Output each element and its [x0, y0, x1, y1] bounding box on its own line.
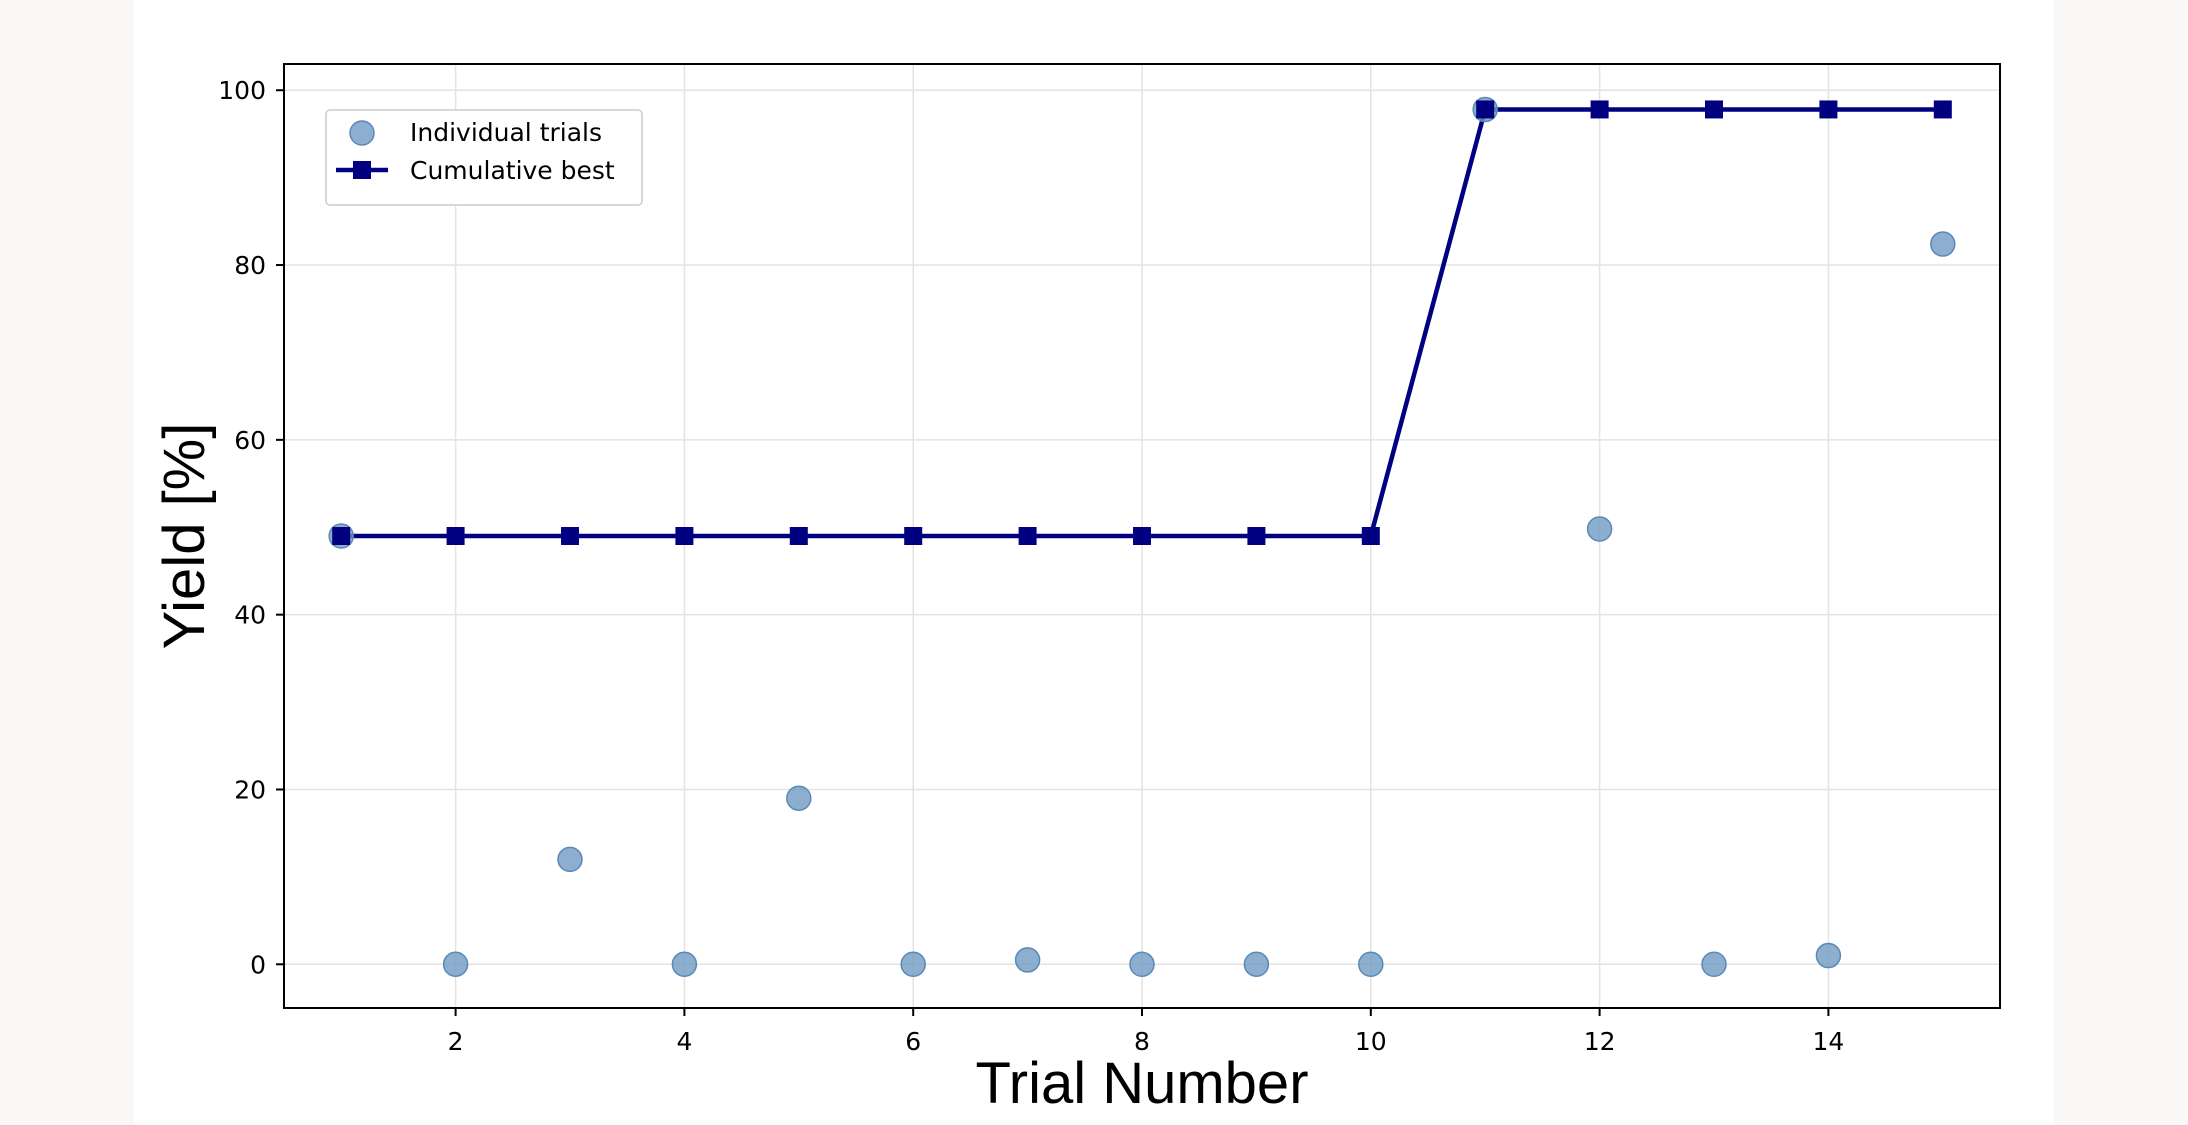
- individual-trial-point: [442, 951, 469, 978]
- cumulative-best-marker: [1361, 527, 1380, 545]
- y-tick-label: 80: [234, 251, 266, 280]
- individual-trial-point: [557, 846, 583, 873]
- individual-trial-point: [786, 785, 812, 811]
- legend-label-individual-trials: Individual trials: [410, 118, 602, 147]
- legend-box: [325, 109, 643, 206]
- legend-marker-cumulative-best: [353, 161, 371, 179]
- individual-trial-point: [1358, 951, 1384, 978]
- cumulative-best-marker: [789, 527, 808, 545]
- cumulative-best-marker: [1590, 100, 1609, 119]
- y-tick-label: 20: [234, 775, 266, 804]
- cumulative-best-marker: [1933, 100, 1952, 119]
- y-tick-label: 100: [218, 76, 266, 105]
- x-axis-label: Trial Number: [975, 1051, 1308, 1116]
- legend-marker-individual-trials: [349, 120, 375, 146]
- cumulative-best-marker: [1018, 527, 1037, 545]
- legend: Individual trials Cumulative best: [325, 109, 643, 206]
- x-tick-label: 6: [905, 1027, 921, 1056]
- x-tick-label: 4: [676, 1027, 692, 1056]
- individual-trial-point: [1586, 516, 1613, 542]
- individual-trial-point: [1129, 951, 1155, 978]
- axis-ticks: 2 4 6 8 10 12 14 0 20 40 60 80 100: [218, 76, 1844, 1056]
- individual-trial-point: [1930, 231, 1956, 257]
- cumulative-best-marker: [675, 527, 694, 545]
- cumulative-best-marker: [1705, 100, 1723, 119]
- x-tick-label: 10: [1355, 1027, 1387, 1056]
- individual-trial-point: [1701, 951, 1727, 978]
- x-tick-label: 14: [1812, 1027, 1844, 1056]
- x-tick-label: 2: [448, 1027, 464, 1056]
- y-tick-label: 60: [234, 426, 266, 455]
- x-tick-label: 12: [1584, 1027, 1616, 1056]
- cumulative-best-marker: [446, 527, 465, 545]
- cumulative-best-markers-layer: [332, 100, 1952, 545]
- individual-trial-point: [1815, 942, 1842, 969]
- cumulative-best-marker: [1133, 527, 1151, 545]
- individual-trial-point: [900, 951, 926, 978]
- cumulative-best-marker: [1247, 527, 1266, 545]
- cumulative-best-marker: [561, 527, 579, 545]
- y-tick-label: 0: [250, 950, 266, 979]
- chart-figure: 2 4 6 8 10 12 14 0 20 40 60 80 100 Trial Number Yiel…: [134, 0, 2054, 1125]
- y-axis-label: Yield [%]: [152, 423, 217, 650]
- y-tick-label: 40: [234, 601, 266, 630]
- legend-label-cumulative-best: Cumulative best: [410, 156, 615, 185]
- individual-trial-point: [1243, 951, 1270, 978]
- individual-trial-point: [671, 951, 698, 978]
- cumulative-best-marker: [904, 527, 923, 545]
- cumulative-best-marker: [1819, 100, 1838, 119]
- individual-trial-point: [1014, 947, 1041, 973]
- cumulative-best-marker: [1476, 100, 1495, 119]
- cumulative-best-marker: [332, 527, 351, 545]
- x-tick-label: 8: [1134, 1027, 1150, 1056]
- chart-svg: 2 4 6 8 10 12 14 0 20 40 60 80 100 Trial Number Yiel…: [152, 63, 2001, 1116]
